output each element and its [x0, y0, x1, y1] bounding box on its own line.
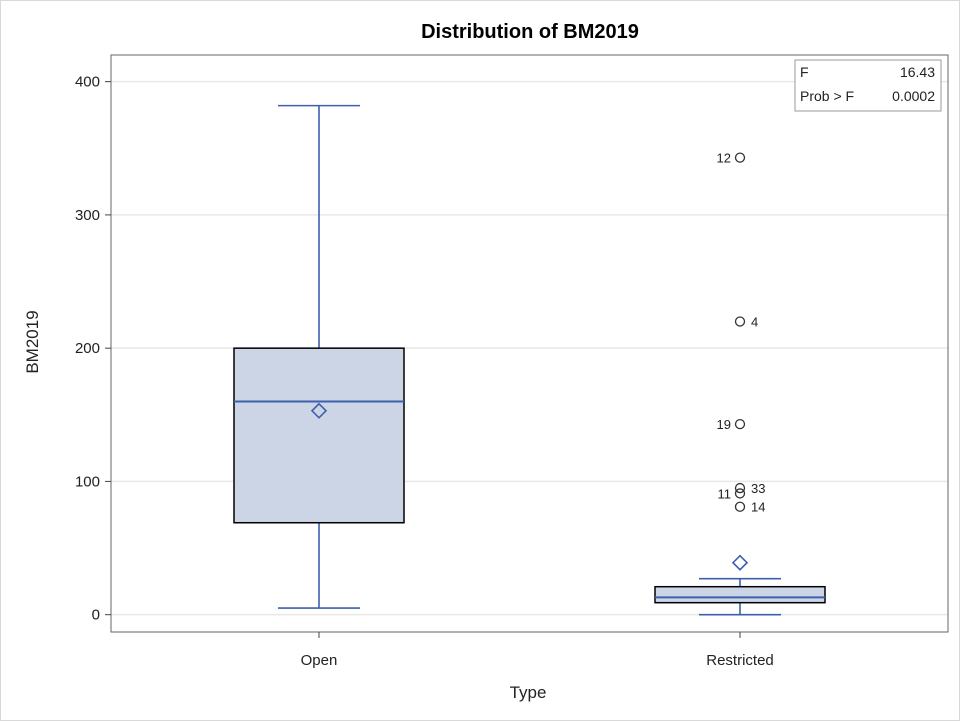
y-tick-label-0: 0	[92, 607, 100, 624]
outlier-label-12: 12	[717, 151, 731, 166]
restricted-box	[654, 585, 826, 604]
x-axis-label: Type	[510, 683, 547, 702]
open-mean-marker	[310, 402, 328, 419]
x-tick-label-restricted: Restricted	[706, 652, 774, 669]
outlier-point-12	[734, 152, 746, 163]
y-tick-label-200: 200	[75, 340, 100, 357]
statistics-inset: F 16.43 Prob > F 0.0002	[794, 59, 942, 112]
inset-value-1: 0.0002	[892, 88, 935, 104]
y-axis-label: BM2019	[23, 310, 42, 373]
y-tick-label-100: 100	[75, 473, 100, 490]
outlier-label-4: 4	[751, 315, 758, 330]
outlier-point-33	[734, 482, 746, 494]
outlier-label-33: 33	[751, 481, 765, 496]
axes: 0 100 200 300 400 Open Restricted	[75, 54, 949, 669]
inset-label-1: Prob > F	[800, 88, 854, 104]
x-tick-label-open: Open	[301, 652, 338, 669]
outlier-label-19: 19	[717, 417, 731, 432]
plot-area: 12 4 19 33 11 14	[233, 104, 826, 616]
outlier-label-14: 14	[751, 500, 765, 515]
outlier-point-11	[734, 488, 746, 499]
inset-box	[794, 59, 942, 112]
y-tick-label-400: 400	[75, 74, 100, 91]
inset-value-0: 16.43	[900, 64, 935, 80]
open-box	[233, 347, 405, 524]
inset-label-0: F	[800, 64, 809, 80]
outlier-point-19	[734, 418, 746, 430]
chart-title: Distribution of BM2019	[421, 21, 639, 43]
y-tick-label-300: 300	[75, 207, 100, 224]
outlier-point-14	[734, 501, 746, 512]
outlier-point-4	[734, 316, 746, 327]
restricted-mean-marker	[731, 554, 749, 571]
outlier-label-11: 11	[718, 486, 732, 501]
plot-border	[110, 54, 949, 633]
